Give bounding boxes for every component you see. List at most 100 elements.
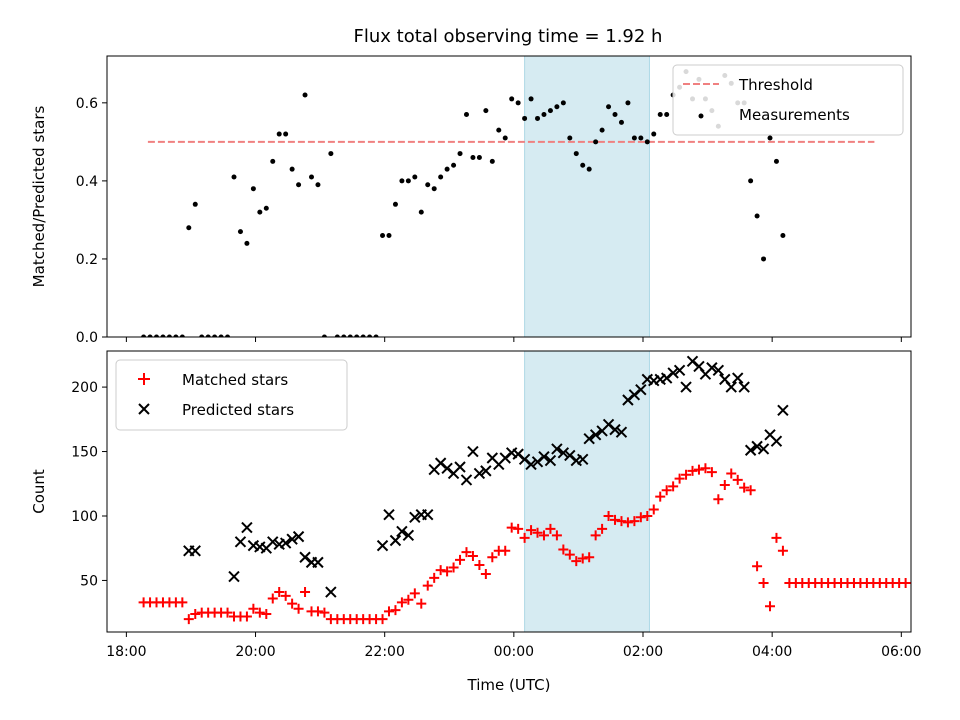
matched-stars-point (519, 532, 530, 543)
predicted-stars-point (667, 367, 679, 379)
predicted-stars-point (389, 534, 402, 547)
matched-stars-point (597, 523, 608, 534)
predicted-stars-point (525, 458, 537, 471)
measurement-point (289, 166, 295, 172)
measurement-point (573, 151, 579, 157)
predicted-stars-point (635, 383, 647, 396)
measurement-point (373, 334, 379, 337)
measurement-point (315, 182, 321, 188)
matched-stars-point (700, 463, 711, 474)
predicted-stars-point (402, 529, 415, 542)
predicted-stars-point (777, 404, 789, 417)
matched-stars-point (681, 469, 692, 480)
predicted-stars-point (460, 474, 473, 486)
measurement-point (612, 112, 618, 118)
measurement-point (173, 334, 179, 337)
predicted-stars-series (183, 355, 789, 598)
matched-stars-point (655, 491, 666, 502)
measurement-point (231, 174, 237, 180)
predicted-stars-point (770, 435, 783, 447)
matched-stars-point (500, 545, 511, 556)
matched-stars-point (920, 578, 930, 588)
matched-stars-point (551, 530, 562, 541)
matched-stars-point (190, 608, 201, 619)
matched-stars-point (765, 601, 776, 612)
matched-stars-point (506, 522, 517, 533)
matched-stars-point (532, 527, 543, 538)
predicted-stars-point (286, 533, 298, 545)
measurement-point (767, 135, 773, 141)
predicted-stars-point (312, 556, 324, 569)
measurement-point (657, 112, 663, 118)
measurement-point (625, 100, 631, 106)
predicted-stars-point (673, 364, 686, 377)
predicted-stars-point (234, 536, 247, 548)
predicted-stars-point (738, 381, 750, 393)
y-tick-label: 0.0 (76, 330, 98, 346)
measurement-point (263, 205, 269, 211)
measurement-point (334, 334, 340, 337)
legend-label: Predicted stars (182, 401, 294, 419)
matched-stars-point (448, 562, 459, 573)
measurement-point (147, 334, 153, 337)
measurement-point (483, 108, 489, 114)
predicted-stars-point (615, 426, 628, 438)
measurement-point (367, 334, 373, 337)
matched-stars-point (429, 572, 440, 583)
matched-stars-series (138, 463, 956, 625)
measurement-point (218, 334, 224, 337)
y-tick-label: 0.4 (76, 174, 98, 190)
matched-stars-point (590, 530, 601, 541)
matched-stars-point (674, 473, 685, 484)
matched-stars-point (616, 516, 627, 527)
x-tick-label: 00:00 (494, 644, 534, 660)
measurement-point (341, 334, 347, 337)
matched-stars-point (706, 467, 717, 478)
matched-stars-point (610, 514, 621, 525)
matched-stars-point (274, 587, 285, 598)
measurement-point (244, 240, 250, 246)
predicted-stars-point (279, 537, 292, 549)
matched-stars-point (461, 547, 472, 558)
predicted-stars-point (706, 362, 718, 374)
predicted-stars-point (189, 545, 201, 557)
matched-stars-point (668, 481, 679, 492)
matched-stars-point (661, 485, 672, 496)
predicted-stars-point (376, 539, 389, 552)
x-tick-label: 02:00 (623, 644, 663, 660)
bottom-legend: Matched stars Predicted stars (115, 359, 348, 431)
x-tick-label: 22:00 (365, 644, 405, 660)
y-tick-label: 0.2 (76, 252, 98, 268)
matched-stars-point (745, 485, 756, 496)
predicted-stars-point (292, 530, 305, 543)
matched-stars-point (946, 578, 956, 588)
measurement-point (425, 182, 431, 188)
matched-stars-point (526, 525, 537, 536)
measurement-point (631, 135, 637, 141)
measurement-point (321, 334, 327, 337)
legend-label: Threshold (738, 76, 813, 94)
predicted-stars-point (757, 443, 770, 455)
x-tick-label: 18:00 (106, 644, 146, 660)
legend-label: Measurements (739, 106, 850, 124)
measurement-point (166, 334, 172, 337)
predicted-stars-point (396, 525, 408, 538)
measurement-point (250, 186, 256, 192)
bottom-axes-frame (106, 350, 912, 633)
measurement-point (773, 158, 779, 164)
top-panel: 0.0 0.2 0.4 0.6 Matched/Predicted stars Thres… (30, 55, 912, 346)
measurement-point (567, 135, 573, 141)
measurement-point (296, 182, 302, 188)
measurement-point (418, 209, 424, 215)
matched-stars-point (409, 588, 420, 599)
matched-stars-point (758, 578, 769, 589)
matched-stars-point (435, 565, 446, 576)
y-tick-label: 0.6 (76, 96, 98, 112)
matched-stars-point (732, 474, 743, 485)
predicted-stars-point (712, 364, 725, 377)
measurement-point (212, 334, 218, 337)
predicted-stars-point (422, 508, 434, 521)
predicted-stars-point (383, 508, 395, 521)
matched-stars-point (933, 578, 943, 588)
